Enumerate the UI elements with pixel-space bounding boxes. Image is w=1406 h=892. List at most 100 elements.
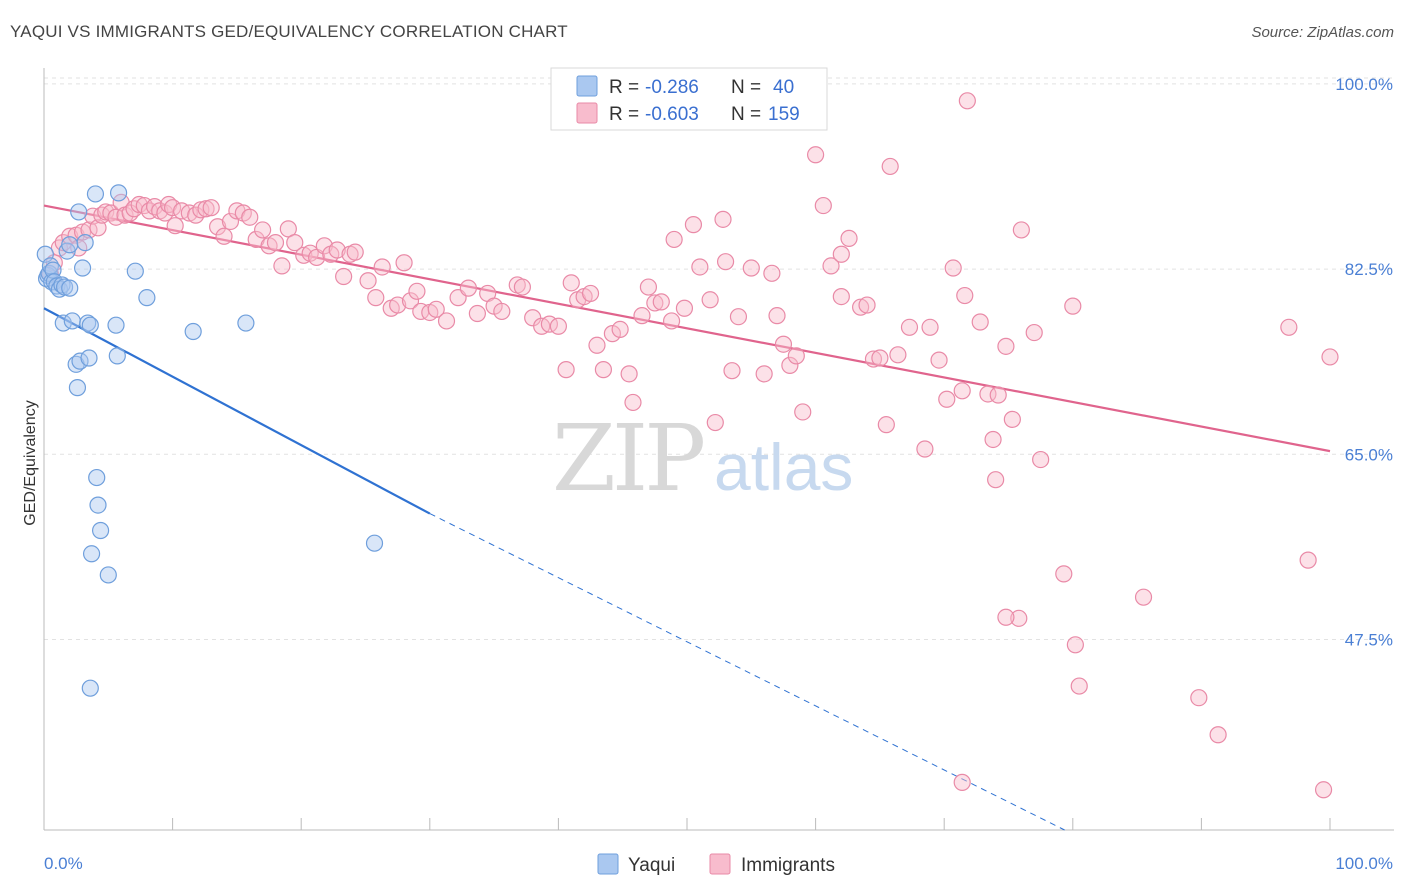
data-point	[594, 361, 613, 379]
trend-line-immigrants	[43, 204, 1331, 453]
data-point	[401, 292, 420, 310]
y-tick-label: 65.0%	[1345, 445, 1393, 464]
data-point	[1003, 410, 1021, 428]
data-point	[202, 199, 220, 217]
data-point	[588, 336, 606, 354]
data-point	[468, 304, 486, 323]
data-point	[581, 284, 600, 303]
data-point	[89, 496, 107, 514]
data-points	[36, 92, 1339, 799]
data-point	[662, 312, 681, 330]
data-point	[971, 313, 989, 331]
data-point	[953, 773, 971, 791]
data-point	[86, 185, 105, 203]
data-point	[852, 298, 870, 316]
data-point	[1209, 726, 1227, 744]
data-point	[633, 307, 651, 325]
data-point	[997, 337, 1015, 355]
data-point	[68, 379, 87, 397]
data-point	[55, 278, 74, 296]
legend-row-yaqui: R = -0.286 N = 40	[576, 75, 794, 98]
series-yaqui	[36, 184, 384, 697]
data-point	[373, 258, 391, 276]
legend-n-value: 40	[773, 77, 794, 98]
legend-swatch-immigrants	[576, 102, 598, 124]
data-point	[437, 312, 456, 330]
data-point	[389, 296, 407, 314]
data-point	[806, 146, 825, 164]
data-point	[1025, 323, 1043, 342]
data-point	[81, 316, 99, 334]
data-point	[646, 294, 664, 312]
data-point	[71, 352, 89, 370]
data-point	[714, 210, 732, 228]
data-point	[73, 259, 92, 277]
data-point	[755, 365, 773, 383]
data-point	[328, 241, 346, 259]
data-point	[723, 362, 741, 380]
data-point	[221, 212, 240, 231]
data-point	[70, 203, 88, 221]
data-point	[787, 347, 805, 365]
x-tick-label: 100.0%	[1335, 854, 1393, 873]
data-point	[987, 471, 1005, 489]
data-point	[916, 440, 934, 458]
data-point	[822, 257, 840, 275]
data-point	[557, 361, 575, 379]
data-point	[395, 254, 413, 272]
data-point	[1321, 348, 1339, 366]
data-point	[166, 217, 184, 235]
data-point	[61, 236, 79, 254]
data-point	[1134, 588, 1153, 606]
data-point	[99, 566, 117, 584]
axes	[43, 68, 1394, 831]
legend-n-value: 159	[768, 104, 800, 125]
data-point	[729, 308, 748, 326]
data-point	[701, 291, 719, 309]
data-point	[814, 196, 832, 215]
data-point	[675, 299, 694, 317]
data-point	[1070, 677, 1088, 695]
data-point	[562, 274, 580, 292]
data-point	[295, 246, 313, 264]
data-point	[1010, 609, 1028, 627]
legend-r-label: R =	[609, 104, 639, 125]
data-point	[109, 184, 128, 202]
source-label: Source: ZipAtlas.com	[1251, 24, 1394, 41]
data-point	[958, 92, 976, 110]
data-point	[684, 216, 703, 234]
trend-line-yaqui	[43, 307, 431, 515]
data-point	[237, 314, 255, 332]
x-tick-labels: 0.0% 100.0%	[44, 854, 1393, 873]
data-point	[665, 230, 683, 249]
chart-title: YAQUI VS IMMIGRANTS GED/EQUIVALENCY CORR…	[10, 22, 568, 41]
data-point	[1280, 318, 1298, 336]
data-point	[652, 293, 670, 311]
bottom-legend: Yaqui Immigrants	[597, 853, 835, 876]
data-point	[1012, 221, 1030, 239]
data-point	[315, 237, 333, 255]
data-point	[763, 264, 781, 282]
y-tick-labels: 47.5% 65.0% 82.5% 100.0%	[1335, 75, 1393, 650]
data-point	[79, 314, 97, 332]
data-point	[1032, 450, 1050, 469]
data-point	[88, 468, 106, 487]
data-point	[944, 259, 962, 277]
data-point	[889, 346, 907, 364]
data-point	[956, 286, 974, 305]
data-point	[273, 257, 291, 275]
data-point	[1190, 689, 1208, 707]
data-point	[832, 288, 850, 306]
data-point	[184, 322, 202, 341]
data-point	[459, 279, 477, 297]
data-point	[427, 300, 445, 318]
data-point	[549, 317, 568, 335]
data-point	[953, 382, 971, 400]
data-point	[858, 296, 876, 314]
data-point	[1066, 636, 1084, 654]
data-point	[76, 234, 94, 252]
trend-lines	[43, 204, 1331, 831]
y-tick-label: 47.5%	[1345, 631, 1393, 650]
bottom-legend-label-immigrants: Immigrants	[741, 855, 835, 876]
data-point	[513, 278, 531, 296]
